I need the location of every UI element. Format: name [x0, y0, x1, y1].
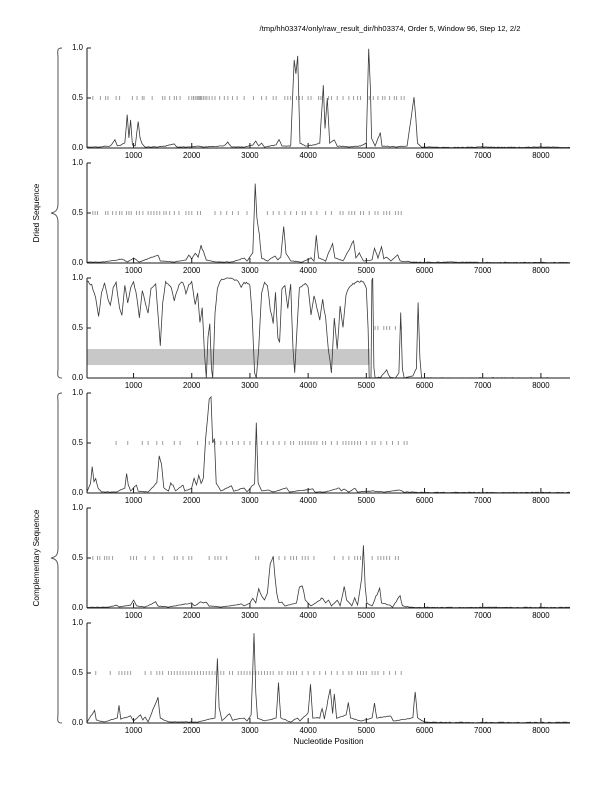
x-tick-label: 3000	[241, 266, 259, 275]
y-tick-label: 0.5	[72, 323, 83, 332]
x-tick-label: 7000	[474, 726, 492, 735]
x-tick-label: 4000	[299, 151, 317, 160]
x-tick-label: 8000	[532, 381, 550, 390]
x-tick-label: 4000	[299, 266, 317, 275]
x-axis-label: Nucleotide Position	[293, 737, 364, 746]
x-tick-label: 7000	[474, 611, 492, 620]
x-tick-label: 2000	[183, 151, 201, 160]
data-series-line	[86, 183, 571, 264]
x-tick-label: 8000	[532, 266, 550, 275]
x-tick-label: 5000	[357, 726, 375, 735]
x-tick-label: 4000	[299, 726, 317, 735]
y-tick-label: 1.0	[72, 158, 83, 167]
subplot-dried-sequence-3	[86, 277, 570, 379]
x-tick-label: 3000	[241, 381, 259, 390]
y-tick-label: 0.5	[72, 208, 83, 217]
x-tick-label: 2000	[183, 381, 201, 390]
y-tick-label: 0.5	[72, 438, 83, 447]
figure-title: /tmp/hh03374/only/raw_result_dir/hh03374…	[259, 24, 521, 33]
x-tick-label: 6000	[415, 266, 434, 275]
y-tick-label: 0.5	[72, 668, 83, 677]
x-tick-label: 7000	[474, 266, 492, 275]
highlight-band	[87, 349, 370, 365]
y-tick-label: 1.0	[72, 388, 83, 397]
x-tick-label: 4000	[299, 611, 317, 620]
x-tick-label: 1000	[124, 266, 143, 275]
subplot-dried-sequence-1	[86, 47, 571, 149]
x-tick-label: 7000	[474, 496, 492, 505]
x-tick-label: 5000	[357, 496, 375, 505]
y-tick-label: 1.0	[72, 273, 83, 282]
x-tick-label: 8000	[532, 611, 550, 620]
subplot-complementary-sequence-3	[86, 622, 570, 724]
complementary-sequence-brace	[50, 392, 63, 724]
x-tick-label: 2000	[183, 266, 201, 275]
x-tick-label: 7000	[474, 381, 492, 390]
x-tick-label: 2000	[183, 611, 201, 620]
x-tick-label: 6000	[415, 381, 434, 390]
data-series-line	[86, 48, 571, 149]
x-tick-label: 1000	[124, 151, 143, 160]
x-tick-label: 4000	[299, 496, 317, 505]
x-tick-label: 5000	[357, 381, 375, 390]
y-tick-label: 1.0	[72, 618, 83, 627]
y-tick-label: 0.5	[72, 553, 83, 562]
x-tick-label: 1000	[124, 726, 143, 735]
x-tick-label: 6000	[415, 611, 434, 620]
x-tick-label: 4000	[299, 381, 317, 390]
x-tick-label: 1000	[124, 496, 143, 505]
x-tick-label: 8000	[532, 496, 550, 505]
y-tick-label: 1.0	[72, 503, 83, 512]
y-tick-label: 0.0	[72, 258, 83, 267]
x-tick-label: 5000	[357, 266, 375, 275]
data-series-line	[86, 395, 571, 494]
subplot-dried-sequence-2	[86, 162, 571, 264]
y-tick-label: 0.0	[72, 603, 83, 612]
x-tick-label: 6000	[415, 151, 434, 160]
x-tick-label: 6000	[415, 496, 434, 505]
subplot-complementary-sequence-1	[86, 392, 571, 494]
x-tick-label: 8000	[532, 726, 550, 735]
y-tick-label: 0.0	[72, 373, 83, 382]
x-tick-label: 1000	[124, 611, 143, 620]
x-tick-label: 8000	[532, 151, 550, 160]
x-tick-label: 3000	[241, 496, 259, 505]
y-tick-label: 0.5	[72, 93, 83, 102]
subplot-complementary-sequence-2	[86, 507, 571, 609]
dried-sequence-brace	[50, 47, 63, 379]
data-series-line	[86, 633, 570, 724]
x-tick-label: 3000	[241, 611, 259, 620]
y-tick-label: 1.0	[72, 43, 83, 52]
y-tick-label: 0.0	[72, 488, 83, 497]
x-tick-label: 3000	[241, 726, 259, 735]
x-tick-label: 2000	[183, 726, 201, 735]
x-tick-label: 3000	[241, 151, 259, 160]
data-series-line	[87, 545, 571, 609]
x-tick-label: 1000	[124, 381, 143, 390]
y-tick-label: 0.0	[72, 143, 83, 152]
x-tick-label: 6000	[415, 726, 434, 735]
x-tick-label: 5000	[357, 611, 375, 620]
y-tick-label: 0.0	[72, 718, 83, 727]
x-tick-label: 2000	[183, 496, 201, 505]
x-tick-label: 7000	[474, 151, 492, 160]
x-tick-label: 5000	[357, 151, 375, 160]
